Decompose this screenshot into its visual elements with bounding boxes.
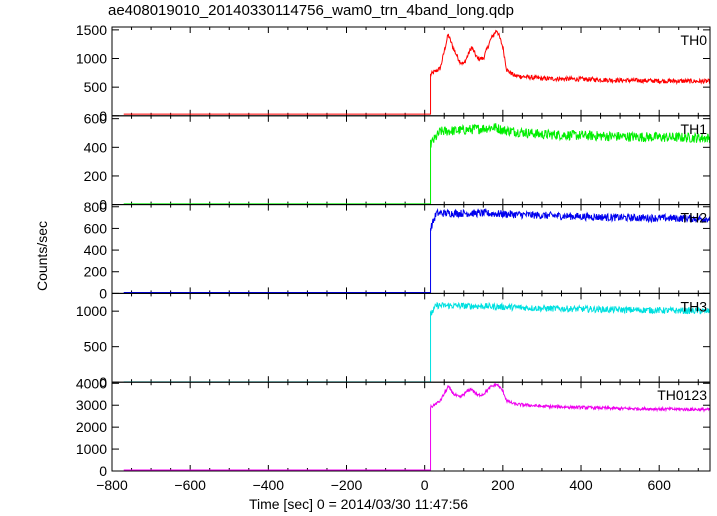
series-label: TH3 xyxy=(681,298,708,314)
x-tick-label: 600 xyxy=(648,477,672,493)
y-tick-label: 1000 xyxy=(76,303,107,319)
y-tick-label: 2000 xyxy=(76,419,107,435)
y-tick-label: 500 xyxy=(84,339,108,355)
y-tick-label: 3000 xyxy=(76,397,107,413)
y-tick-label: 0 xyxy=(99,374,107,390)
y-tick-label: 1000 xyxy=(76,51,107,67)
series-th2 xyxy=(123,207,711,294)
y-tick-label: 0 xyxy=(99,285,107,301)
x-tick-label: −200 xyxy=(331,477,363,493)
y-tick-label: 0 xyxy=(99,463,107,479)
chart-title: ae408019010_20140330114756_wam0_trn_4ban… xyxy=(108,2,514,19)
x-axis-label: Time [sec] 0 = 2014/03/30 11:47:56 xyxy=(248,496,469,512)
series-label: TH0 xyxy=(681,32,708,48)
panel-frame xyxy=(111,26,711,117)
y-tick-label: 0 xyxy=(99,197,107,213)
panel-frame xyxy=(111,292,711,383)
series-th1 xyxy=(123,123,711,205)
y-tick-label: 600 xyxy=(84,111,108,127)
series-label: TH0123 xyxy=(657,387,707,403)
y-tick-label: 1500 xyxy=(76,22,107,38)
y-tick-label: 200 xyxy=(84,168,108,184)
x-tick-label: −600 xyxy=(174,477,206,493)
series-th0123 xyxy=(123,382,711,471)
x-tick-label: −800 xyxy=(96,477,128,493)
series-th3 xyxy=(123,301,710,383)
x-tick-label: 0 xyxy=(421,477,429,493)
series-label: TH2 xyxy=(681,210,708,226)
y-tick-label: 500 xyxy=(84,79,108,95)
y-tick-label: 600 xyxy=(84,220,108,236)
panel-frame xyxy=(111,115,711,206)
x-tick-label: 400 xyxy=(569,477,593,493)
y-tick-label: 400 xyxy=(84,242,108,258)
panel-frame xyxy=(111,381,711,472)
y-tick-label: 4000 xyxy=(76,375,107,391)
y-tick-label: 400 xyxy=(84,139,108,155)
y-tick-label: 200 xyxy=(84,264,108,280)
y-tick-label: 800 xyxy=(84,199,108,215)
y-tick-label: 0 xyxy=(99,108,107,124)
series-th0 xyxy=(123,29,711,115)
x-tick-label: −400 xyxy=(253,477,285,493)
y-tick-label: 1000 xyxy=(76,441,107,457)
series-label: TH1 xyxy=(681,121,708,137)
x-tick-label: 200 xyxy=(491,477,515,493)
